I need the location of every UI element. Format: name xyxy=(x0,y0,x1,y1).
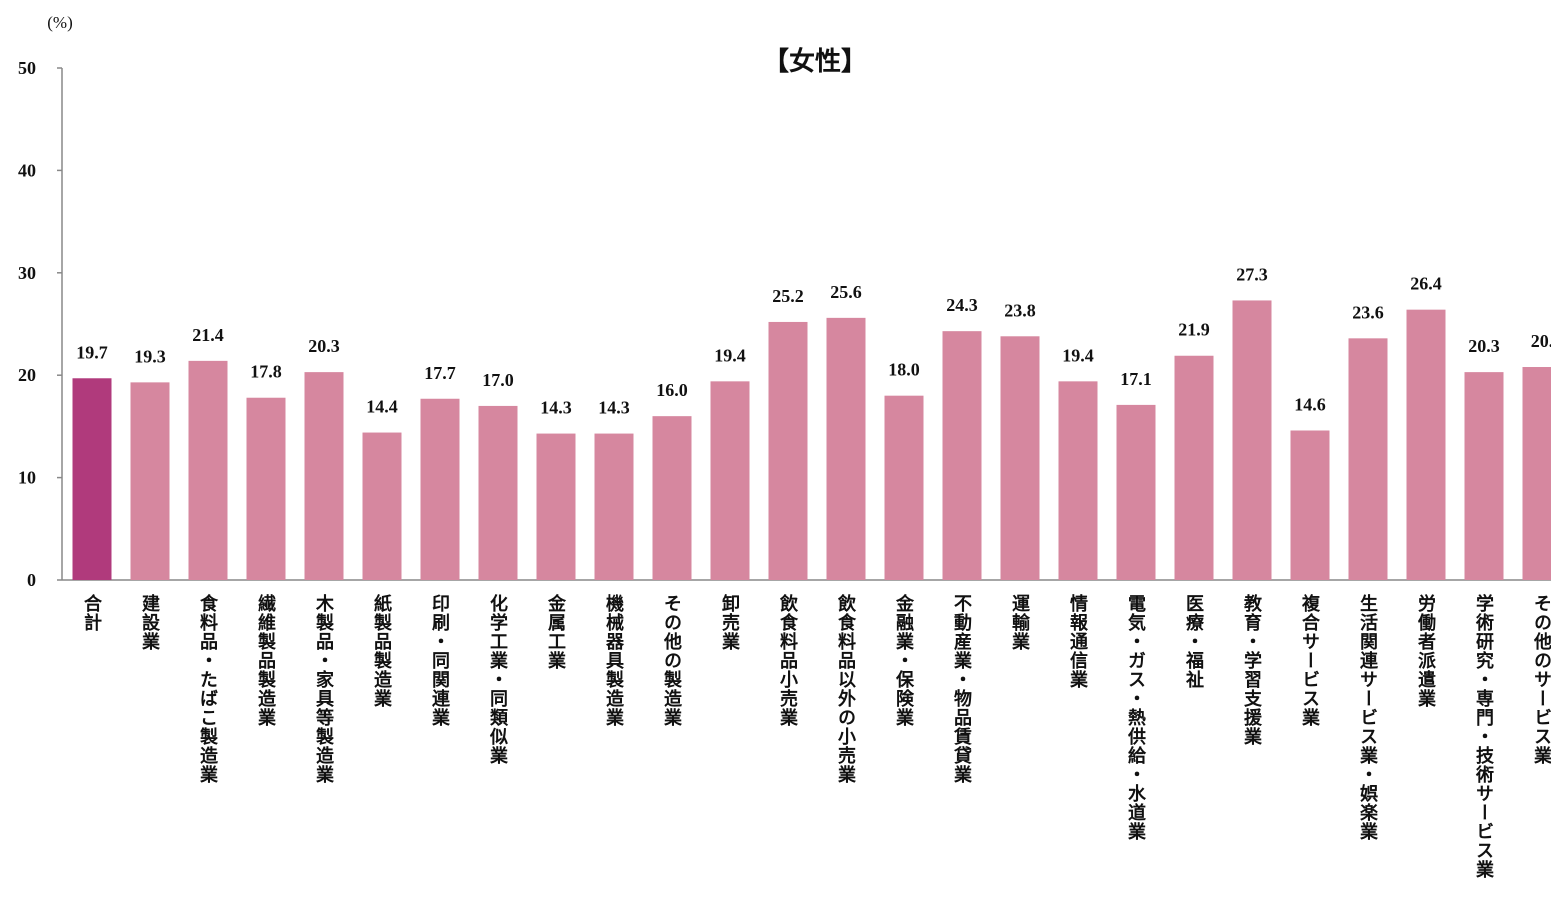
y-tick-label: 20 xyxy=(18,365,36,385)
bar xyxy=(536,433,576,580)
bar xyxy=(1348,338,1388,580)
x-tick-label: 機械器具製造業 xyxy=(604,593,625,727)
bar xyxy=(594,433,634,580)
bar xyxy=(768,321,808,580)
data-label: 21.4 xyxy=(192,325,224,345)
x-tick-label: 金融業・保険業 xyxy=(894,593,915,727)
bar xyxy=(1116,404,1156,580)
y-tick-label: 30 xyxy=(18,263,36,283)
bar xyxy=(1290,430,1330,580)
x-tick-label: 飲食料品以外の小売業 xyxy=(836,593,857,784)
bar xyxy=(1522,367,1551,580)
data-label: 14.3 xyxy=(598,398,630,418)
data-label: 24.3 xyxy=(946,295,978,315)
data-label: 19.4 xyxy=(1062,345,1094,365)
bar xyxy=(1174,355,1214,580)
data-label: 23.6 xyxy=(1352,302,1384,322)
x-tick-label: 金属工業 xyxy=(546,593,567,670)
data-label: 20.3 xyxy=(1468,336,1500,356)
x-tick-label: 複合サービス業 xyxy=(1300,593,1321,727)
x-tick-label: 生活関連サービス業・娯楽業 xyxy=(1358,593,1379,841)
x-tick-label: 教育・学習支援業 xyxy=(1242,593,1263,746)
data-label: 14.3 xyxy=(540,398,572,418)
data-label: 25.6 xyxy=(830,282,862,302)
data-label: 14.6 xyxy=(1294,394,1326,414)
bar xyxy=(420,398,460,580)
x-tick-label: 医療・福祉 xyxy=(1184,594,1205,689)
bar xyxy=(710,381,750,580)
bar xyxy=(1000,336,1040,580)
x-tick-label: その他のサービス業 xyxy=(1532,594,1551,765)
bar xyxy=(1406,309,1446,580)
x-tick-label: 合計 xyxy=(82,593,102,632)
bar xyxy=(826,317,866,580)
data-label: 17.7 xyxy=(424,363,456,383)
x-tick-label: 繊維製品製造業 xyxy=(256,593,277,727)
x-tick-label: 学術研究・専門・技術サービス業 xyxy=(1474,593,1495,879)
bar xyxy=(1058,381,1098,580)
data-label: 14.4 xyxy=(366,397,398,417)
x-tick-label: 飲食料品小売業 xyxy=(778,593,799,727)
bar xyxy=(1464,372,1504,580)
x-tick-label: 労働者派遣業 xyxy=(1416,593,1437,708)
x-tick-label: 運輸業 xyxy=(1010,594,1031,651)
chart-title: 【女性】 xyxy=(763,46,867,76)
x-tick-label: 化学工業・同類似業 xyxy=(488,593,509,765)
data-label: 16.0 xyxy=(656,380,688,400)
x-tick-label: 情報通信業 xyxy=(1068,594,1089,689)
data-label: 19.3 xyxy=(134,346,166,366)
data-label: 17.8 xyxy=(250,362,282,382)
x-tick-label: 電気・ガス・熱供給・水道業 xyxy=(1126,594,1147,841)
x-tick-label: 不動産業・物品賃貸業 xyxy=(952,594,973,784)
y-unit: (%) xyxy=(47,13,72,32)
bar xyxy=(884,395,924,580)
x-tick-label: 木製品・家具等製造業 xyxy=(314,593,335,784)
data-label: 19.4 xyxy=(714,345,746,365)
bar xyxy=(478,405,518,580)
data-label: 23.8 xyxy=(1004,300,1036,320)
bar xyxy=(246,397,286,580)
x-tick-label: 食料品・たばこ製造業 xyxy=(198,593,219,784)
x-tick-label: その他の製造業 xyxy=(662,594,683,727)
data-label: 21.9 xyxy=(1178,320,1210,340)
x-tick-label: 印刷・同関連業 xyxy=(430,594,451,727)
bar xyxy=(1232,300,1272,580)
data-label: 17.1 xyxy=(1120,369,1152,389)
y-tick-label: 40 xyxy=(18,160,36,180)
data-label: 17.0 xyxy=(482,370,514,390)
bar xyxy=(362,432,402,580)
y-tick-label: 10 xyxy=(18,468,36,488)
x-tick-label: 建設業 xyxy=(140,593,161,651)
y-tick-label: 0 xyxy=(27,570,36,590)
data-label: 27.3 xyxy=(1236,264,1268,284)
data-label: 19.7 xyxy=(76,342,108,362)
data-label: 20.3 xyxy=(308,336,340,356)
data-label: 20. xyxy=(1531,331,1551,351)
bar xyxy=(652,416,692,580)
bar xyxy=(188,360,228,580)
y-tick-label: 50 xyxy=(18,58,36,78)
bar xyxy=(942,331,982,580)
x-tick-label: 卸売業 xyxy=(720,593,741,651)
data-label: 26.4 xyxy=(1410,274,1442,294)
bar xyxy=(130,382,170,580)
x-tick-label: 紙製品製造業 xyxy=(372,593,393,708)
data-label: 25.2 xyxy=(772,286,804,306)
bar xyxy=(304,372,344,580)
data-label: 18.0 xyxy=(888,360,920,380)
bar xyxy=(72,378,112,580)
